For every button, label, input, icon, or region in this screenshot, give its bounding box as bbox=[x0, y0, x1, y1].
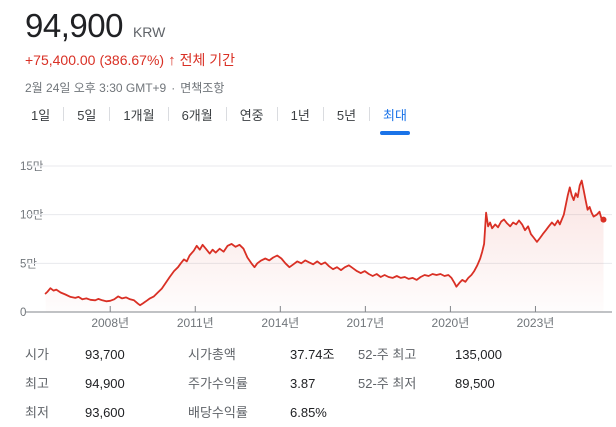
tab-separator bbox=[167, 107, 169, 121]
dot-separator: · bbox=[171, 80, 176, 95]
stock-header: 94,900 KRW +75,400.00 (386.67%) ↑ 전체 기간 … bbox=[25, 6, 235, 96]
x-axis-label: 2017년 bbox=[346, 316, 384, 330]
latest-price-dot bbox=[600, 216, 607, 223]
stat-value: 94,900 bbox=[85, 376, 125, 391]
stat-value: 37.74조 bbox=[290, 347, 335, 362]
x-axis-label: 2020년 bbox=[432, 316, 470, 330]
y-axis-label: 5만 bbox=[20, 257, 37, 270]
stat-label: 주가수익률 bbox=[188, 376, 248, 391]
stat-row: 최고 94,900 bbox=[25, 369, 188, 398]
stat-value: 93,700 bbox=[85, 347, 125, 362]
tab-separator bbox=[369, 107, 371, 121]
stat-row: 주가수익률 3.87 bbox=[188, 369, 358, 398]
stat-label: 시가 bbox=[25, 347, 49, 362]
change-amount: +75,400.00 bbox=[25, 52, 96, 68]
stat-value: 6.85% bbox=[290, 405, 327, 420]
stat-label: 시가총액 bbox=[188, 347, 236, 362]
arrow-up-icon: ↑ bbox=[168, 51, 176, 69]
stat-row: 최저 93,600 bbox=[25, 398, 188, 427]
stat-row: 시가 93,700 bbox=[25, 340, 188, 369]
change-percent: (386.67%) bbox=[99, 52, 165, 68]
tab-separator bbox=[225, 107, 227, 121]
selected-tab-indicator bbox=[380, 130, 410, 135]
quote-date-row: 2월 24일 오후 3:30 GMT+9 · 면책조항 bbox=[25, 79, 235, 96]
tab-separator bbox=[276, 107, 278, 121]
currency-label: KRW bbox=[132, 24, 166, 40]
price-line bbox=[44, 179, 605, 307]
quote-datetime: 2월 24일 오후 3:30 GMT+9 bbox=[25, 81, 167, 95]
disclaimer-link[interactable]: 면책조항 bbox=[180, 81, 225, 95]
tab-range-4[interactable]: 6개월 bbox=[181, 107, 213, 123]
price-change-row: +75,400.00 (386.67%) ↑ 전체 기간 bbox=[25, 50, 235, 70]
stat-value: 93,600 bbox=[85, 405, 125, 420]
time-range-tabs: 1일 5일 1개월 6개월 연중 1년 5년 최대 bbox=[18, 101, 420, 135]
stat-label: 최저 bbox=[25, 405, 49, 420]
price-chart[interactable]: 0 5만 10만 15만 2008년 2011년 2014년 2017년 2020년 2023년 bbox=[0, 146, 616, 340]
stat-row: 52-주 최저 89,500 bbox=[358, 369, 616, 398]
y-axis-label: 0 bbox=[20, 307, 26, 319]
x-axis-label: 2011년 bbox=[177, 316, 214, 330]
price-row: 94,900 KRW bbox=[25, 6, 235, 46]
stats-column-1: 시가 93,700 최고 94,900 최저 93,600 bbox=[25, 340, 188, 427]
tab-range-7[interactable]: 5년 bbox=[336, 107, 357, 123]
stat-label: 최고 bbox=[25, 376, 49, 391]
stat-value: 89,500 bbox=[455, 376, 495, 391]
tab-separator bbox=[322, 107, 324, 121]
tab-range-8[interactable]: 최대 bbox=[370, 101, 420, 136]
stat-label: 52-주 최고 bbox=[358, 347, 417, 362]
tab-range-5[interactable]: 연중 bbox=[239, 107, 264, 123]
x-axis-label: 2014년 bbox=[261, 316, 299, 330]
stats-column-3: 52-주 최고 135,000 52-주 최저 89,500 bbox=[358, 340, 616, 427]
x-axis-label: 2023년 bbox=[517, 316, 555, 330]
stat-label: 52-주 최저 bbox=[358, 376, 417, 391]
tab-separator bbox=[63, 107, 65, 121]
stat-label: 배당수익률 bbox=[188, 405, 248, 420]
tab-range-1[interactable]: 1일 bbox=[31, 107, 51, 123]
stat-row: 52-주 최고 135,000 bbox=[358, 340, 616, 369]
stat-value: 135,000 bbox=[455, 347, 502, 362]
stat-row: 시가총액 37.74조 bbox=[188, 340, 358, 369]
stat-row: 배당수익률 6.85% bbox=[188, 398, 358, 427]
tab-range-3[interactable]: 1개월 bbox=[123, 107, 155, 123]
x-axis-label: 2008년 bbox=[91, 316, 129, 330]
tab-range-6[interactable]: 1년 bbox=[290, 107, 310, 123]
change-period: 전체 기간 bbox=[179, 52, 235, 68]
price-area-fill bbox=[45, 180, 604, 312]
tab-range-2[interactable]: 5일 bbox=[77, 107, 97, 123]
current-price: 94,900 bbox=[25, 7, 123, 44]
tab-separator bbox=[109, 107, 111, 121]
stat-value: 3.87 bbox=[290, 376, 316, 391]
